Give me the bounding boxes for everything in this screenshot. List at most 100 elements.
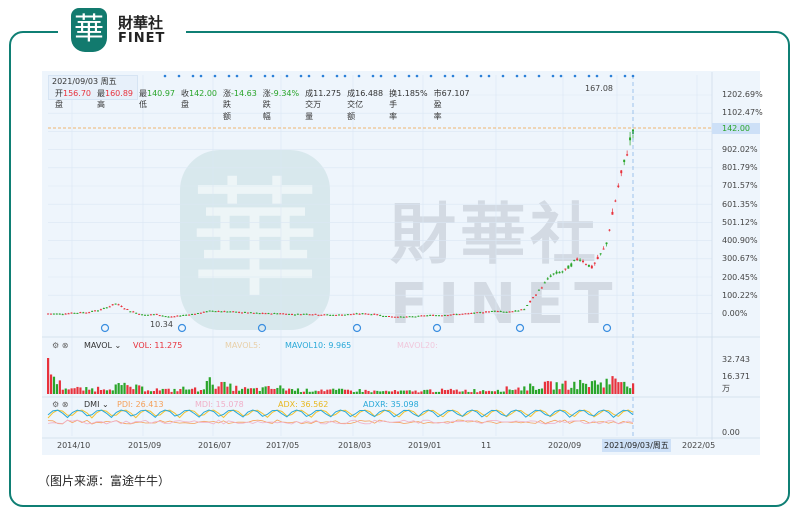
candle-body [561, 271, 564, 273]
volume-bar [290, 389, 294, 394]
candle-body [102, 308, 105, 310]
info-value: 11.275万 [313, 88, 342, 110]
event-dot [213, 74, 217, 78]
candle-body [388, 316, 391, 318]
candle-body [211, 310, 214, 312]
volume-bar [267, 386, 270, 394]
volume-bar [179, 389, 182, 394]
volume-bar [94, 391, 97, 394]
volume-bar [493, 391, 497, 394]
candle-body [196, 312, 199, 314]
volume-bar [364, 389, 367, 394]
candle-body [58, 313, 61, 315]
volume-bar [452, 390, 455, 394]
volume-bar [629, 388, 632, 394]
volume-bar [561, 383, 564, 394]
candle-body [340, 314, 343, 316]
y-tick-label: 400.90% [722, 236, 758, 246]
news-marker-icon [177, 323, 187, 333]
volume-bar [461, 391, 464, 394]
volume-bar [323, 391, 326, 394]
candle-body [129, 311, 132, 313]
x-tick-label: 2022/05 [682, 441, 716, 450]
candle-body [226, 311, 229, 313]
candle-body [537, 289, 540, 291]
volume-bar [238, 390, 241, 394]
candle-body [396, 316, 399, 318]
candle-body [179, 315, 182, 317]
event-dot [227, 74, 231, 78]
candle-body [508, 311, 511, 313]
volume-bar [241, 388, 244, 394]
info-value: 140.97 [147, 88, 175, 98]
candle-body [158, 315, 161, 317]
candle-body [367, 313, 370, 315]
candle-body [170, 316, 173, 318]
mavol-settings-icon[interactable]: ⚙ ⊗ [52, 341, 69, 350]
volume-bar [458, 391, 461, 394]
volume-bar [261, 387, 264, 394]
volume-bar [376, 390, 379, 394]
volume-bar [567, 389, 570, 394]
candle-body [402, 316, 405, 318]
event-dot [587, 74, 591, 78]
event-dot [407, 74, 411, 78]
candle-body [567, 265, 570, 269]
volume-bar [144, 391, 147, 394]
volume-bar [91, 388, 94, 394]
candle-body [470, 312, 473, 314]
volume-bar [141, 386, 144, 394]
candle-body [105, 307, 108, 309]
volume-bar [370, 392, 373, 394]
mavol-indicator-select[interactable]: MAVOL ⌄ [84, 341, 122, 350]
volume-bar [305, 388, 308, 394]
volume-bar [338, 388, 341, 394]
volume-bar [67, 389, 70, 394]
candle-body [614, 200, 617, 202]
volume-bar [299, 392, 303, 394]
candle-body [79, 312, 82, 314]
event-dot [501, 74, 505, 78]
candle-body [329, 314, 332, 316]
volume-bar [626, 386, 629, 394]
volume-bar [426, 389, 429, 394]
volume-bar [188, 389, 191, 394]
candle-body [490, 310, 493, 312]
candle-body [452, 313, 455, 315]
volume-bar [73, 388, 76, 394]
volume-bar [476, 392, 479, 394]
candle-body [579, 259, 582, 261]
legend-mdi: MDI: 15.078 [195, 400, 244, 409]
candle-body [199, 312, 202, 314]
info-value: -14.63 [231, 88, 257, 98]
candle-body [220, 311, 223, 313]
event-dot [573, 74, 577, 78]
candle-body [202, 311, 205, 313]
volume-bar [335, 389, 338, 394]
volume-bar [470, 392, 473, 394]
candle-body [426, 315, 429, 317]
volume-bar [76, 386, 79, 394]
volume-bar [64, 388, 67, 394]
candle-body [91, 310, 94, 312]
volume-bar [149, 391, 153, 394]
candle-body [120, 305, 123, 307]
volume-bar [314, 390, 317, 394]
volume-bar [161, 388, 164, 394]
candle-body [546, 278, 549, 280]
info-row: 最高 160.89 [94, 88, 136, 110]
dmi-settings-icon[interactable]: ⚙ ⊗ [52, 400, 69, 409]
candle-body [108, 306, 111, 308]
y-tick-label: 1102.47% [722, 108, 763, 118]
candle-body [49, 313, 52, 315]
volume-bar [88, 389, 91, 394]
candle-body [99, 309, 102, 311]
candle-body [617, 185, 620, 188]
event-dot [199, 74, 203, 78]
dmi-indicator-select[interactable]: DMI ⌄ [84, 400, 109, 409]
event-dot [163, 74, 167, 78]
event-dot [235, 74, 239, 78]
volume-bar [55, 384, 59, 394]
info-row: 成交额 16.488亿 [344, 88, 386, 121]
